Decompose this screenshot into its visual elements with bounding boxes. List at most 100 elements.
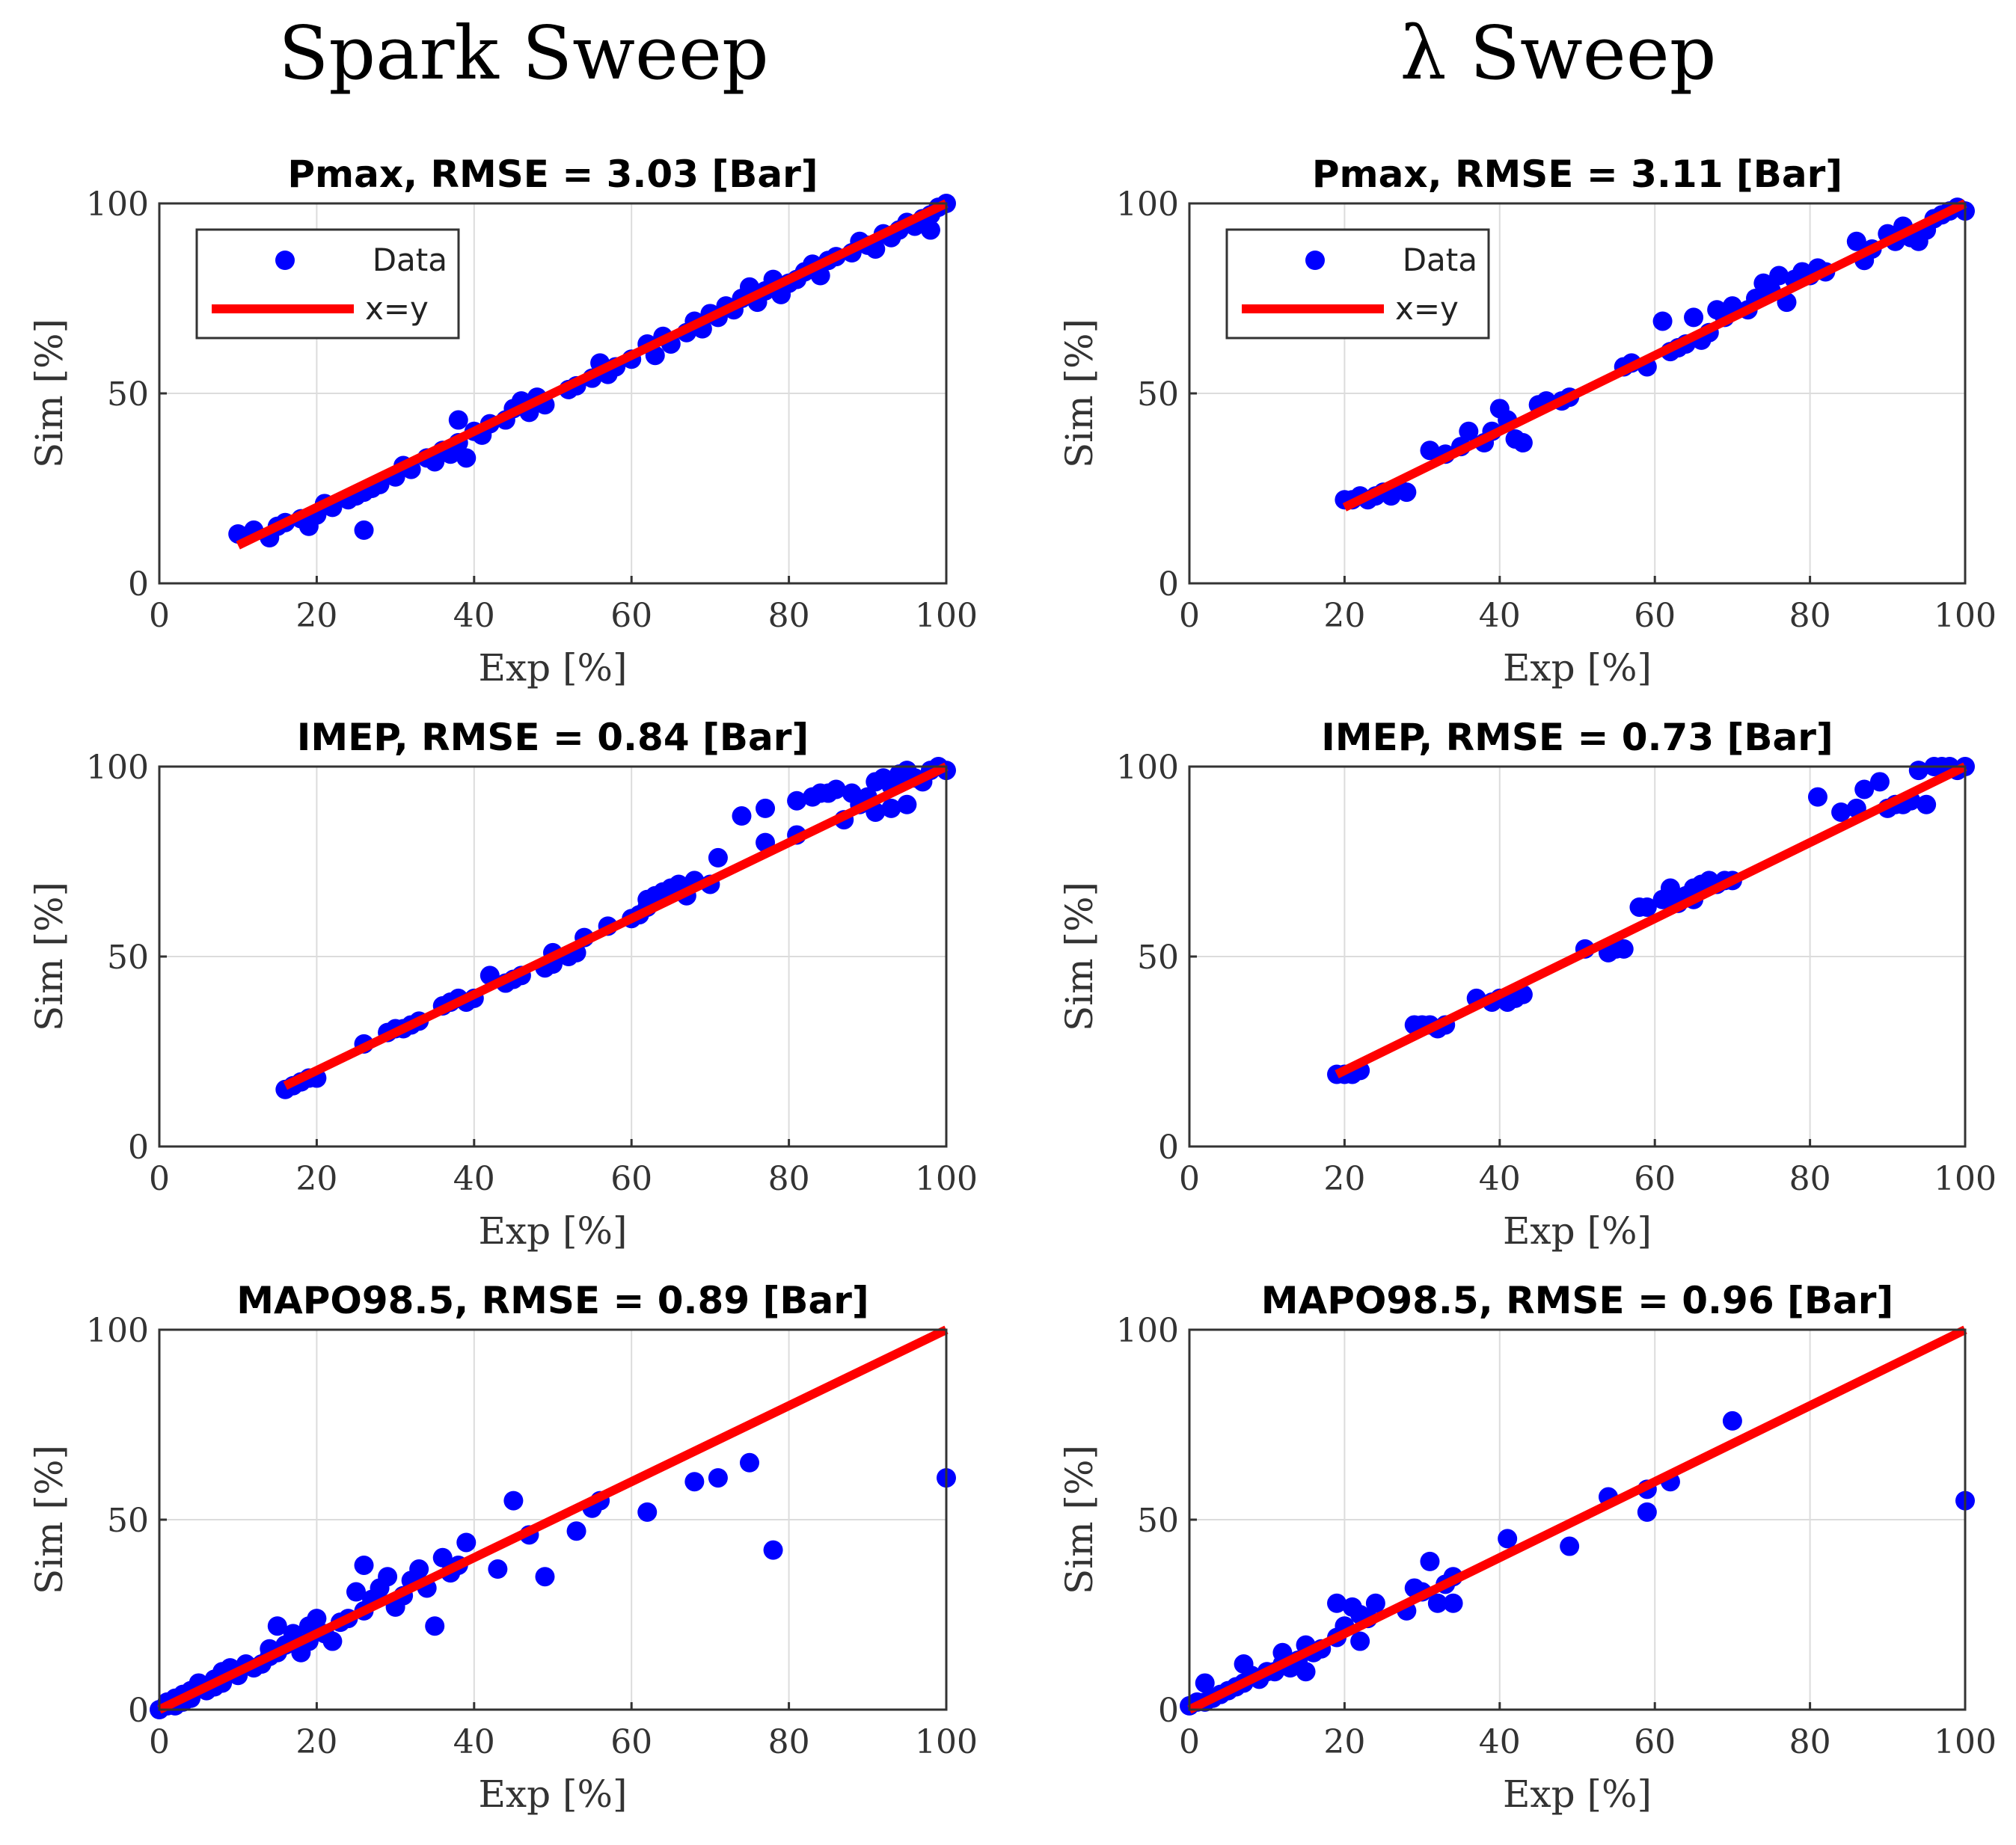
data-point <box>1854 779 1875 799</box>
data-point <box>1807 787 1827 807</box>
fit-line-x-equals-y <box>283 762 949 1090</box>
data-point <box>1420 1551 1440 1571</box>
data-point <box>1296 1662 1316 1682</box>
x-tick-label: 0 <box>149 1160 170 1198</box>
y-tick-label: 0 <box>128 1692 149 1730</box>
x-tick-label: 60 <box>610 1160 652 1198</box>
x-tick-label: 60 <box>1634 1160 1676 1198</box>
x-tick-label: 80 <box>1789 1723 1831 1761</box>
data-point <box>1684 307 1704 328</box>
x-tick-label: 20 <box>295 1723 337 1761</box>
data-point <box>409 1559 429 1580</box>
x-tick-label: 60 <box>610 597 652 635</box>
x-tick-label: 100 <box>915 1723 978 1761</box>
data-point <box>448 410 468 430</box>
data-point <box>1365 1593 1385 1613</box>
y-axis-label: Sim [%] <box>1058 319 1101 468</box>
data-point <box>1846 231 1866 251</box>
data-point <box>535 1567 555 1587</box>
data-point <box>1652 311 1673 331</box>
data-point <box>1443 1593 1463 1613</box>
data-point <box>1560 1536 1580 1556</box>
chart-panel-1: 0 20 40 60 80 100 0 50 100 Pmax, RMSE = 3.03 [Bar… <box>28 153 978 690</box>
chart-panel-6: 0 20 40 60 80 100 0 50 100 MAPO98.5, RMSE = 0.96 … <box>1058 1279 1997 1816</box>
y-tick-label: 50 <box>107 939 149 977</box>
y-tick-label: 50 <box>107 1502 149 1540</box>
y-tick-label: 100 <box>1116 1312 1179 1350</box>
legend: Data x=y <box>195 228 460 340</box>
x-axis-label: Exp [%] <box>478 646 627 690</box>
x-axis-label: Exp [%] <box>1503 1209 1652 1253</box>
data-point <box>920 220 940 240</box>
data-point <box>1637 1502 1657 1522</box>
chart-panel-3: 0 20 40 60 80 100 0 50 100 IMEP, RMSE = 0.84 [Bar… <box>28 716 978 1253</box>
data-point <box>826 779 846 799</box>
data-point <box>346 1582 366 1602</box>
x-tick-label: 100 <box>1934 597 1997 635</box>
x-tick-label: 20 <box>295 597 337 635</box>
x-tick-label: 20 <box>1323 1723 1365 1761</box>
data-point <box>425 1616 445 1636</box>
fit-line-x-equals-y <box>1335 762 1967 1078</box>
y-axis-label: Sim [%] <box>1058 1445 1101 1594</box>
x-tick-label: 100 <box>1934 1723 1997 1761</box>
legend: Data x=y <box>1225 228 1490 340</box>
y-tick-label: 100 <box>86 185 149 224</box>
x-tick-label: 80 <box>768 597 810 635</box>
data-point <box>456 1532 477 1553</box>
data-point <box>456 448 477 468</box>
data-point <box>1908 231 1928 251</box>
data-point <box>763 1540 783 1560</box>
panels-container: 0 20 40 60 80 100 0 50 100 Pmax, RMSE = 3.03 [Bar… <box>28 153 1997 1816</box>
y-tick-label: 100 <box>1116 749 1179 787</box>
legend-label-fit: x=y <box>1395 290 1459 327</box>
y-tick-label: 50 <box>1137 375 1179 414</box>
data-point <box>566 1521 586 1541</box>
column-title-spark-sweep: Spark Sweep <box>278 11 768 96</box>
column-title-lambda-sweep: λ Sweep <box>1400 11 1716 96</box>
data-point <box>1614 939 1634 959</box>
x-tick-label: 20 <box>1323 597 1365 635</box>
chart-panel-5: 0 20 40 60 80 100 0 50 100 MAPO98.5, RMSE = 0.89 … <box>28 1279 978 1816</box>
data-point <box>708 1468 728 1488</box>
x-tick-label: 40 <box>453 1160 495 1198</box>
data-point <box>267 1616 287 1636</box>
fit-line-x-equals-y <box>1342 199 1967 512</box>
legend-label-data: Data <box>1403 242 1477 278</box>
x-tick-label: 80 <box>768 1160 810 1198</box>
data-point <box>1420 440 1440 461</box>
x-axis-label: Exp [%] <box>478 1772 627 1816</box>
legend-data-marker <box>1305 251 1325 270</box>
legend-label-fit: x=y <box>365 290 429 327</box>
y-tick-label: 50 <box>107 375 149 414</box>
x-tick-label: 60 <box>610 1723 652 1761</box>
x-tick-label: 40 <box>1479 1723 1521 1761</box>
data-point <box>787 791 807 811</box>
data-point <box>354 1555 374 1575</box>
data-point <box>322 1631 343 1651</box>
chart-title: MAPO98.5, RMSE = 0.89 [Bar] <box>236 1279 868 1322</box>
x-tick-label: 0 <box>149 597 170 635</box>
data-point <box>503 1491 524 1511</box>
y-axis-label: Sim [%] <box>1058 882 1101 1031</box>
y-tick-label: 0 <box>1158 565 1179 604</box>
y-tick-label: 50 <box>1137 1502 1179 1540</box>
fit-line-x-equals-y <box>236 199 949 550</box>
x-tick-label: 20 <box>295 1160 337 1198</box>
x-axis-label: Exp [%] <box>478 1209 627 1253</box>
x-axis-label: Exp [%] <box>1503 646 1652 690</box>
chart-panel-4: 0 20 40 60 80 100 0 50 100 IMEP, RMSE = 0.73 [Bar… <box>1058 716 1997 1253</box>
data-point <box>1350 1631 1370 1651</box>
data-point <box>756 798 776 818</box>
x-tick-label: 40 <box>1479 597 1521 635</box>
legend-data-marker <box>275 251 295 270</box>
y-tick-label: 0 <box>128 565 149 604</box>
data-point <box>684 1472 705 1492</box>
data-point <box>432 1547 453 1568</box>
x-tick-label: 0 <box>1179 597 1200 635</box>
legend-box <box>195 228 460 340</box>
y-axis-label: Sim [%] <box>28 882 71 1031</box>
x-tick-label: 100 <box>915 1160 978 1198</box>
data-point <box>1498 1529 1518 1549</box>
